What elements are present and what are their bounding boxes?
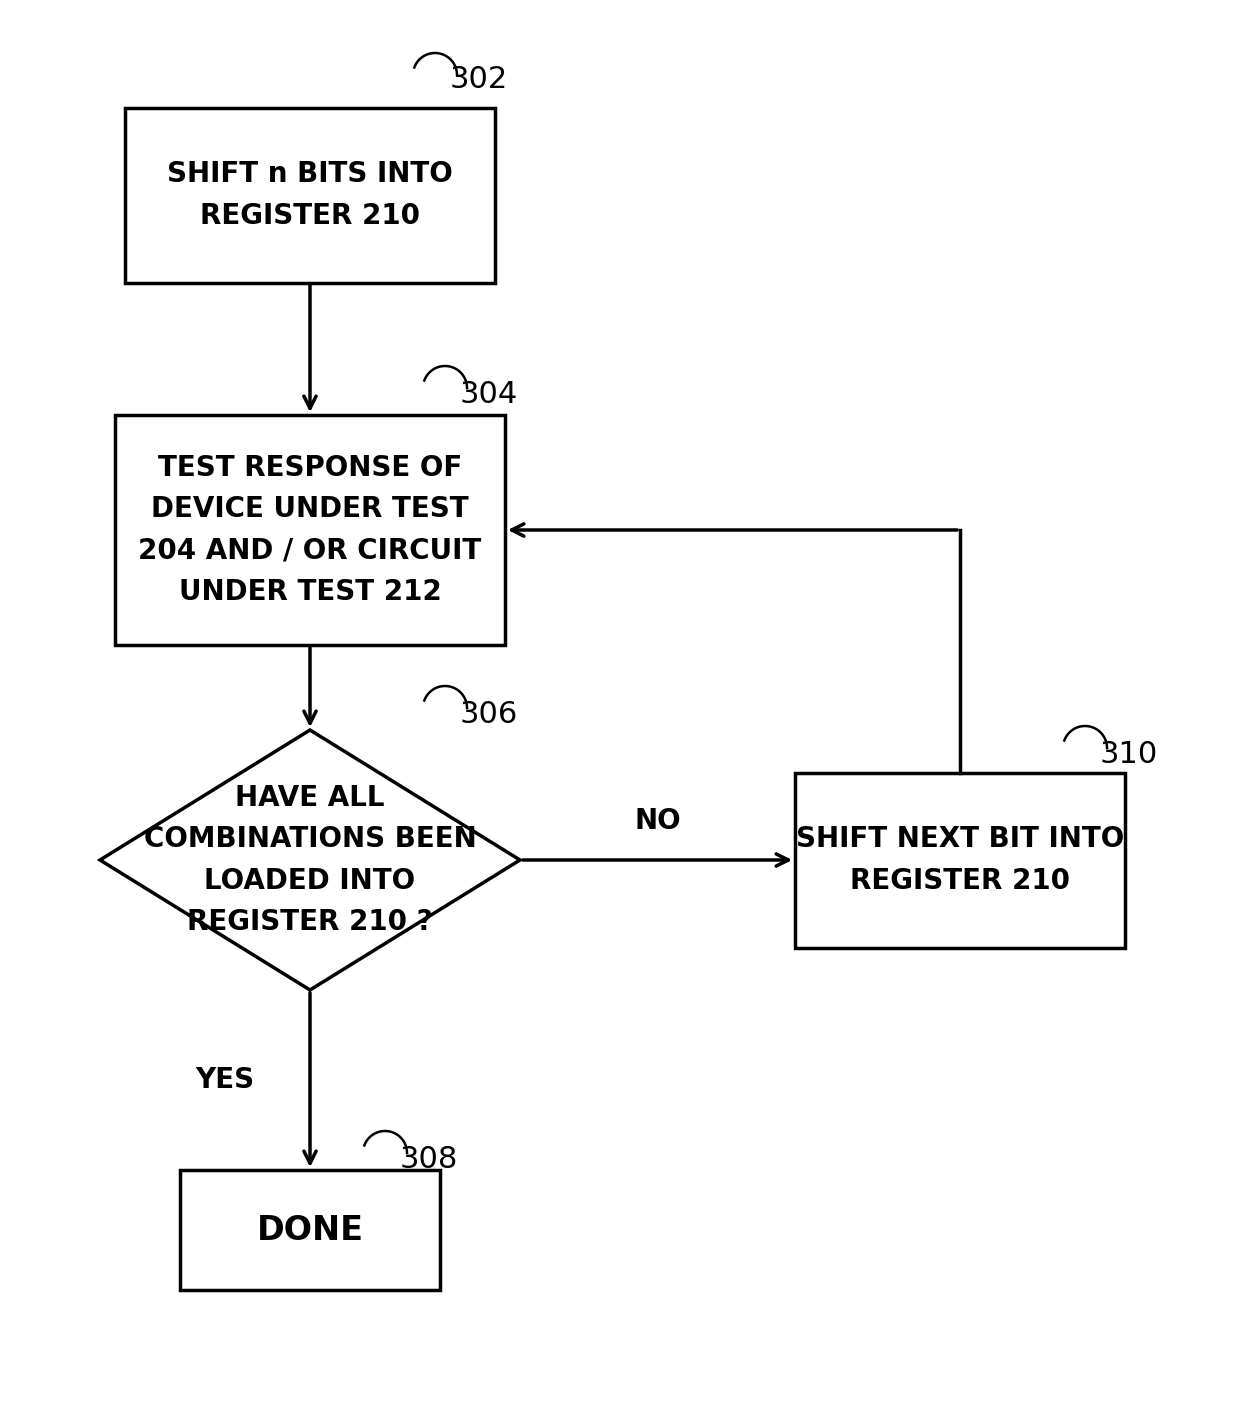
Text: DONE: DONE — [257, 1213, 363, 1247]
Text: 306: 306 — [460, 700, 518, 728]
Text: SHIFT n BITS INTO
REGISTER 210: SHIFT n BITS INTO REGISTER 210 — [167, 160, 453, 229]
Text: 302: 302 — [450, 65, 508, 94]
Text: SHIFT NEXT BIT INTO
REGISTER 210: SHIFT NEXT BIT INTO REGISTER 210 — [796, 825, 1125, 894]
Text: TEST RESPONSE OF
DEVICE UNDER TEST
204 AND / OR CIRCUIT
UNDER TEST 212: TEST RESPONSE OF DEVICE UNDER TEST 204 A… — [139, 454, 481, 606]
Text: 308: 308 — [401, 1144, 459, 1174]
Text: NO: NO — [634, 807, 681, 835]
Bar — [115, 415, 505, 645]
Text: HAVE ALL
COMBINATIONS BEEN
LOADED INTO
REGISTER 210 ?: HAVE ALL COMBINATIONS BEEN LOADED INTO R… — [144, 785, 476, 936]
Text: YES: YES — [196, 1066, 254, 1094]
Bar — [180, 1170, 440, 1289]
Text: 310: 310 — [1100, 740, 1158, 769]
Text: 304: 304 — [460, 380, 518, 409]
Bar — [125, 107, 495, 283]
Bar — [795, 772, 1125, 948]
Polygon shape — [100, 730, 520, 990]
